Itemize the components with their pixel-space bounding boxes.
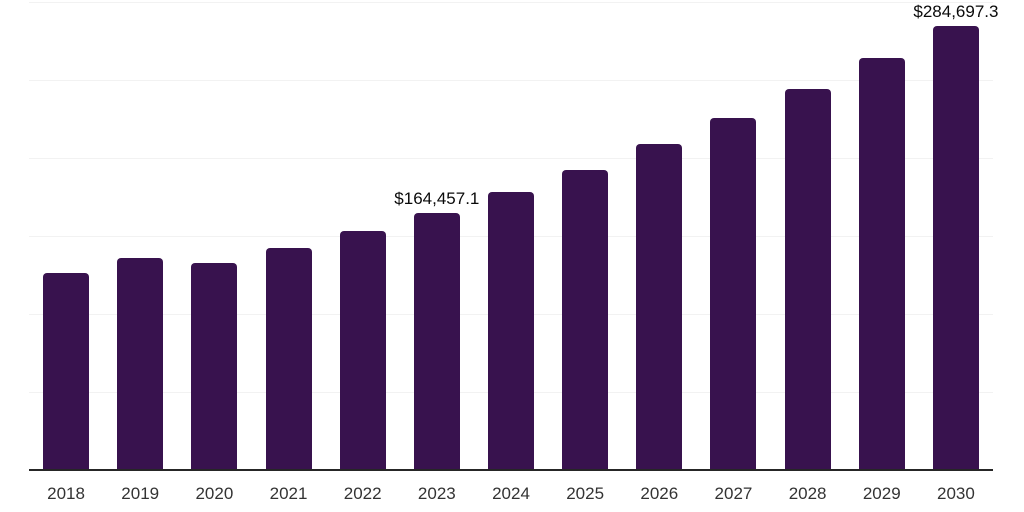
gridline (29, 2, 993, 3)
bar-2023[interactable] (413, 213, 460, 470)
x-tick-label-2030: 2030 (937, 484, 975, 503)
x-tick-label-2026: 2026 (640, 484, 679, 503)
bar-2024[interactable] (488, 192, 534, 470)
x-tick-label-2023: 2023 (417, 484, 456, 503)
x-tick-label-2028: 2028 (788, 484, 827, 503)
bar-2029[interactable] (858, 58, 905, 470)
x-tick-label-2022: 2022 (343, 484, 382, 503)
bar-2021[interactable] (265, 248, 312, 470)
data-label-2023: $164,457.1 (394, 189, 480, 209)
bar-2030[interactable] (932, 25, 979, 470)
x-tick-label-2024: 2024 (492, 484, 530, 503)
x-axis-line (29, 469, 993, 471)
x-tick-label-2029: 2029 (862, 484, 901, 503)
x-tick-label-2019: 2019 (121, 484, 160, 503)
gridline (29, 158, 993, 159)
x-tick-label-2021: 2021 (269, 484, 308, 503)
x-tick-label-2025: 2025 (566, 484, 605, 503)
x-tick-label-2018: 2018 (47, 484, 85, 503)
bar-2026[interactable] (636, 144, 683, 470)
bar-2025[interactable] (562, 169, 609, 470)
bar-2022[interactable] (339, 231, 386, 470)
bar-2020[interactable] (191, 263, 238, 470)
gridline (29, 80, 993, 81)
bar-2018[interactable] (43, 273, 90, 470)
bar-2027[interactable] (710, 118, 757, 470)
bar-2028[interactable] (784, 89, 831, 470)
x-tick-label-2027: 2027 (714, 484, 753, 503)
data-label-2030: $284,697.3 (913, 1, 999, 21)
bar-2019[interactable] (117, 258, 164, 470)
x-tick-label-2020: 2020 (195, 484, 234, 503)
